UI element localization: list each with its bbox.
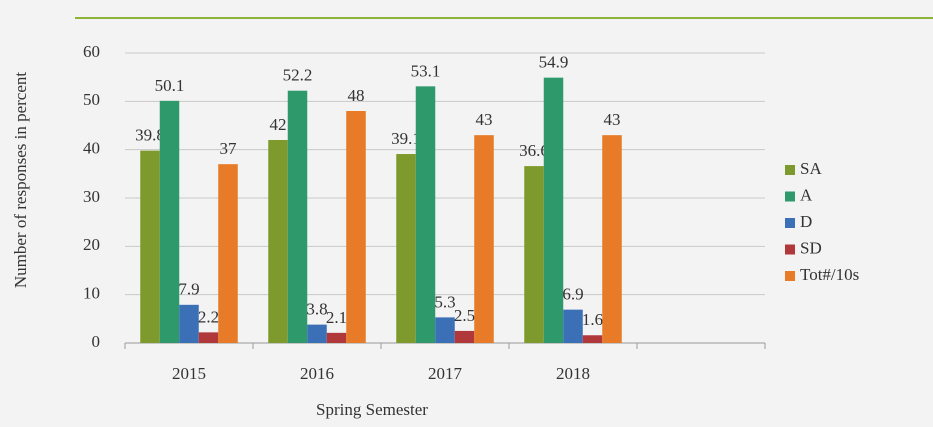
legend-label: Tot#/10s: [800, 265, 859, 284]
value-label: 3.8: [306, 300, 327, 319]
y-tick-label: 40: [83, 139, 100, 158]
legend-label: SA: [800, 159, 822, 178]
legend-swatch: [785, 271, 795, 281]
y-tick-label: 10: [83, 284, 100, 303]
bar: [543, 77, 564, 344]
legend-swatch: [785, 244, 795, 255]
bar: [563, 309, 583, 343]
x-tick-label: 2015: [172, 364, 206, 383]
value-label: 2.5: [454, 306, 475, 325]
value-label: 39.8: [135, 126, 165, 145]
value-label: 2.1: [326, 308, 347, 327]
y-tick-label: 60: [83, 42, 100, 61]
bar: [140, 150, 160, 343]
x-tick-label: 2017: [428, 364, 463, 383]
legend-swatch: [785, 218, 795, 228]
legend-swatch: [785, 165, 795, 175]
bar: [474, 135, 494, 343]
value-label: 36.6: [519, 141, 549, 160]
y-tick-label: 50: [83, 90, 100, 109]
value-label: 1.6: [582, 310, 603, 329]
bar: [198, 332, 219, 343]
value-label: 43: [604, 110, 621, 129]
bar: [218, 164, 238, 343]
bar: [602, 135, 622, 343]
x-tick-label: 2016: [300, 364, 334, 383]
value-label: 6.9: [562, 285, 583, 304]
value-label: 50.1: [155, 76, 185, 95]
bar: [524, 166, 544, 343]
bar: [307, 324, 327, 343]
y-tick-label: 30: [83, 187, 100, 206]
bar: [326, 332, 347, 343]
value-label: 42: [270, 115, 287, 134]
value-label: 48: [348, 86, 365, 105]
value-label: 5.3: [434, 292, 455, 311]
legend-label: SD: [800, 238, 822, 257]
value-label: 37: [220, 139, 238, 158]
y-tick-label: 0: [92, 332, 101, 351]
value-label: 39.1: [391, 129, 421, 148]
bar: [435, 317, 455, 343]
legend-label: D: [800, 212, 812, 231]
bar: [396, 154, 416, 343]
value-label: 53.1: [411, 61, 441, 80]
value-label: 52.2: [283, 66, 313, 85]
value-label: 2.2: [198, 307, 219, 326]
y-axis-label: Number of responses in percent: [11, 72, 30, 288]
bar: [159, 100, 180, 343]
bar: [179, 304, 199, 343]
value-label: 54.9: [539, 53, 569, 72]
value-label: 7.9: [178, 280, 199, 299]
x-tick-label: 2018: [556, 364, 590, 383]
bar: [346, 111, 366, 343]
bar: [582, 335, 603, 343]
bar: [287, 90, 308, 343]
x-axis-label: Spring Semester: [316, 400, 428, 419]
y-tick-label: 20: [83, 235, 100, 254]
bar: [268, 140, 288, 343]
bar: [454, 330, 475, 343]
bar: [415, 86, 436, 343]
value-label: 43: [476, 110, 493, 129]
legend-label: A: [800, 185, 813, 204]
legend-swatch: [785, 191, 795, 202]
